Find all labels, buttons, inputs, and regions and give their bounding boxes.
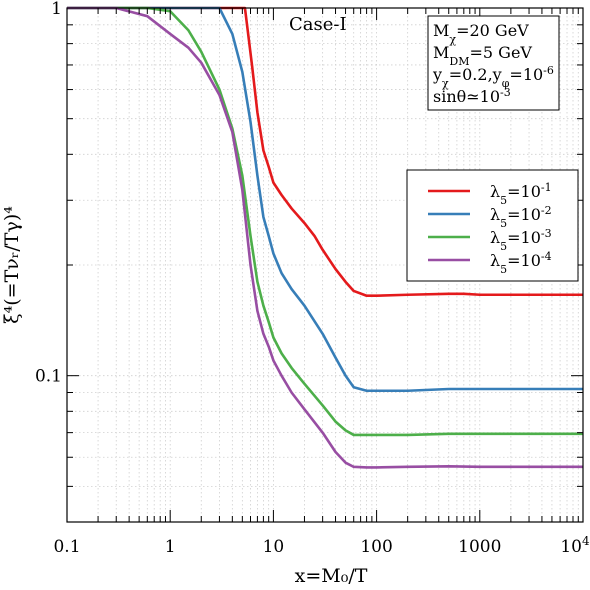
param-sintheta: sinθ≃10-3 xyxy=(433,86,511,107)
legend-label-1: λ5=10-1 xyxy=(490,181,552,207)
legend-items: λ5=10-1λ5=10-2λ5=10-3λ5=10-4 xyxy=(428,181,552,276)
legend-label-4: λ5=10-4 xyxy=(490,250,552,276)
tick-labels: 0.1 1 10 100 1000 104 0.1 1 xyxy=(35,0,590,557)
legend-label-2: λ5=10-2 xyxy=(490,204,552,230)
x-tick-label: 100 xyxy=(360,537,392,557)
y-tick-label: 0.1 xyxy=(35,367,62,387)
x-tick-label: 10 xyxy=(263,537,285,557)
param-mchi: Mχ=20 GeV xyxy=(433,21,529,46)
legend: λ5=10-1λ5=10-2λ5=10-3λ5=10-4 xyxy=(406,169,579,282)
x-tick-label: 0.1 xyxy=(53,537,80,557)
series-line-4 xyxy=(67,6,583,469)
ticks xyxy=(66,7,583,523)
legend-label-3: λ5=10-3 xyxy=(490,227,552,253)
legend-frame xyxy=(406,169,579,282)
series-line-3 xyxy=(67,6,583,437)
param-yukawa: yχ=0.2,yφ=10-6 xyxy=(432,64,554,90)
x-axis-title: x=M₀/T xyxy=(295,565,368,587)
x-tick-label: 1 xyxy=(165,537,176,557)
param-mdm: MDM=5 GeV xyxy=(433,43,532,68)
parameter-box: Mχ=20 GeV MDM=5 GeV yχ=0.2,yφ=10-6 sinθ≃… xyxy=(427,15,560,111)
x-tick-label: 104 xyxy=(560,534,590,557)
parameter-box-frame xyxy=(427,15,560,111)
chart-title: Case-I xyxy=(289,14,347,35)
series-line-2 xyxy=(67,6,583,393)
series-line-1 xyxy=(67,6,583,298)
series-layer xyxy=(67,6,583,469)
y-tick-label: 1 xyxy=(51,0,62,19)
y-axis-title: ξ⁴(=Tνᵣ/Tγ)⁴ xyxy=(1,206,23,324)
x-tick-label: 1000 xyxy=(458,537,501,557)
